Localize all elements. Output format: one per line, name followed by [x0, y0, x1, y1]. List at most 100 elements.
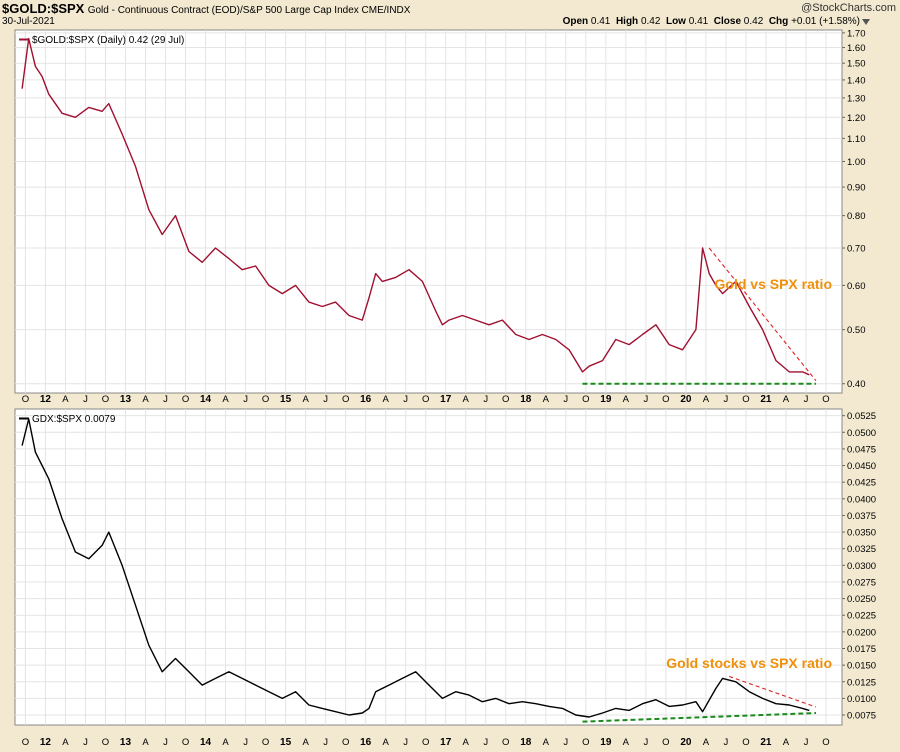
x-tick-label: O — [102, 394, 109, 405]
x-tick-label: 12 — [40, 394, 52, 405]
y-tick-label: 0.0075 — [847, 711, 876, 722]
y-tick-label: 0.0300 — [847, 561, 876, 572]
x-tick-label: O — [742, 737, 749, 748]
x-tick-label: O — [22, 737, 29, 748]
x-tick-label: O — [422, 394, 429, 405]
y-tick-label: 1.60 — [847, 43, 866, 54]
x-tick-label: 20 — [680, 394, 692, 405]
support-trendline — [582, 712, 817, 723]
x-tick-label: A — [62, 737, 69, 748]
low-label: Low — [665, 16, 686, 27]
close-value: 0.42 — [743, 16, 764, 27]
plot-area — [14, 29, 843, 394]
y-tick-label: 0.0475 — [847, 444, 876, 455]
x-tick-label: J — [724, 737, 729, 748]
series-line-gold — [21, 37, 810, 376]
y-tick-label: 0.0400 — [847, 494, 876, 505]
close-label: Close — [713, 16, 742, 27]
high-label: High — [615, 16, 639, 27]
y-tick-label: 0.60 — [847, 281, 866, 292]
x-tick-label: J — [724, 394, 729, 405]
x-tick-label: A — [623, 737, 630, 748]
resistance-trendline — [729, 675, 817, 708]
low-value: 0.41 — [688, 16, 709, 27]
y-tick-label: 0.0175 — [847, 644, 876, 655]
y-tick-label: 0.0425 — [847, 478, 876, 489]
y-tick-label: 0.70 — [847, 244, 866, 255]
x-tick-label: A — [543, 737, 550, 748]
x-tick-label: J — [563, 394, 568, 405]
x-tick-label: J — [323, 394, 328, 405]
x-tick-label: A — [302, 737, 309, 748]
y-tick-label: 0.50 — [847, 325, 866, 336]
legend-swatch — [19, 417, 29, 420]
x-tick-label: 15 — [280, 394, 292, 405]
x-tick-label: O — [262, 737, 269, 748]
x-tick-label: O — [582, 394, 589, 405]
x-tick-label: A — [463, 737, 470, 748]
y-tick-label: 0.0525 — [847, 411, 876, 422]
high-value: 0.42 — [640, 16, 661, 27]
x-tick-label: O — [502, 394, 509, 405]
y-tick-label: 1.30 — [847, 93, 866, 104]
x-tick-label: A — [543, 394, 550, 405]
x-tick-label: O — [342, 394, 349, 405]
x-tick-label: 17 — [440, 737, 452, 748]
x-tick-label: O — [342, 737, 349, 748]
x-tick-label: J — [483, 394, 488, 405]
legend-label: $GOLD:$SPX (Daily) 0.42 (29 Jul) — [32, 35, 184, 46]
stockcharts-logo: @StockCharts.com — [801, 2, 896, 14]
x-tick-label: O — [662, 394, 669, 405]
x-tick-label: A — [623, 394, 630, 405]
x-tick-label: O — [182, 737, 189, 748]
y-tick-label: 0.0325 — [847, 544, 876, 555]
symbol-description: Gold - Continuous Contract (EOD)/S&P 500… — [87, 5, 411, 16]
x-tick-label: O — [742, 394, 749, 405]
x-tick-label: J — [643, 394, 648, 405]
chg-value: +0.01 (+1.58%) — [791, 16, 860, 27]
plot-area — [14, 408, 843, 726]
y-tick-label: 0.0225 — [847, 611, 876, 622]
dropdown-triangle-icon[interactable] — [862, 19, 870, 25]
x-tick-label: 14 — [200, 737, 212, 748]
x-tick-label: A — [463, 394, 470, 405]
x-tick-label: O — [182, 394, 189, 405]
x-tick-label: 19 — [600, 737, 612, 748]
x-tick-label: O — [502, 737, 509, 748]
x-tick-label: J — [403, 737, 408, 748]
x-tick-label: A — [302, 394, 309, 405]
y-tick-label: 0.0275 — [847, 577, 876, 588]
chg-label: Chg — [768, 16, 789, 27]
y-tick-label: 0.0450 — [847, 461, 876, 472]
resistance-trendline — [708, 247, 817, 382]
legend-swatch — [19, 38, 29, 41]
x-tick-label: O — [262, 394, 269, 405]
x-tick-label: 21 — [760, 394, 772, 405]
y-tick-label: 0.0500 — [847, 428, 876, 439]
chart-header-title: $GOLD:$SPX Gold - Continuous Contract (E… — [2, 1, 410, 16]
annotation-label: Gold vs SPX ratio — [715, 276, 832, 292]
x-tick-label: A — [62, 394, 69, 405]
x-tick-label: J — [243, 737, 248, 748]
x-tick-label: J — [163, 394, 168, 405]
x-tick-label: O — [22, 394, 29, 405]
y-tick-label: 1.70 — [847, 28, 866, 39]
chart-date: 30-Jul-2021 — [2, 16, 55, 27]
y-tick-label: 0.0375 — [847, 511, 876, 522]
chart-panel-2: 0.0525 0.0500 0.0475 0.0450 0.0425 0.0400 0.03… — [14, 408, 876, 748]
x-tick-label: O — [102, 737, 109, 748]
x-tick-label: A — [382, 394, 389, 405]
x-tick-label: J — [804, 394, 809, 405]
x-tick-label: 14 — [200, 394, 212, 405]
y-tick-label: 1.00 — [847, 157, 866, 168]
x-tick-label: J — [483, 737, 488, 748]
x-tick-label: 12 — [40, 737, 52, 748]
x-tick-label: A — [142, 737, 149, 748]
y-tick-label: 0.0100 — [847, 694, 876, 705]
symbol-label: $GOLD:$SPX — [2, 1, 85, 16]
x-tick-label: J — [643, 737, 648, 748]
y-tick-label: 0.40 — [847, 379, 866, 390]
y-tick-label: 1.50 — [847, 59, 866, 70]
chart-panel-1: 1.70 1.60 1.50 1.40 1.30 1.20 1.10 1.00 0.90 0.80… — [14, 28, 866, 405]
